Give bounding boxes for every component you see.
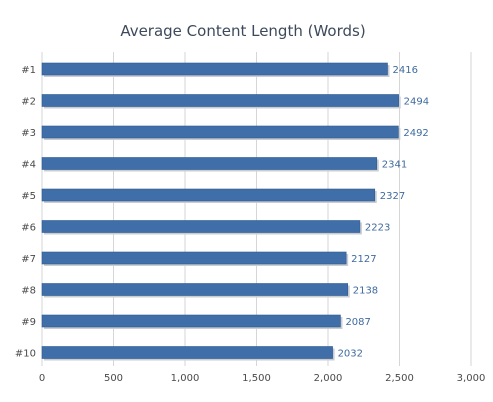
data-label: 2087 xyxy=(345,317,370,328)
data-label: 2032 xyxy=(338,349,363,360)
category-label: #1 xyxy=(21,65,36,76)
bar[interactable] xyxy=(41,251,347,265)
data-label: 2138 xyxy=(353,286,378,297)
x-tick-label: 3,000 xyxy=(457,373,486,384)
category-label: #3 xyxy=(21,128,36,139)
bar[interactable] xyxy=(41,62,388,76)
bar[interactable] xyxy=(41,188,376,202)
data-label: 2127 xyxy=(351,254,376,265)
bar[interactable] xyxy=(41,157,378,170)
x-tick-label: 0 xyxy=(39,373,45,384)
data-label: 2492 xyxy=(403,128,428,139)
bar[interactable] xyxy=(41,314,341,328)
data-label: 2327 xyxy=(380,191,405,202)
bars-layer xyxy=(41,62,401,361)
data-label: 2223 xyxy=(365,223,390,234)
category-label: #9 xyxy=(21,317,36,328)
category-label: #10 xyxy=(15,349,36,360)
data-label: 2494 xyxy=(404,97,429,108)
bar[interactable] xyxy=(41,220,361,233)
labels-layer: 0 500 1,000 1,500 2,000 2,500 3,000 #1 2416 #2 249… xyxy=(15,65,485,384)
bar[interactable] xyxy=(41,283,349,296)
data-label: 2416 xyxy=(392,65,417,76)
bar[interactable] xyxy=(41,125,399,139)
data-label: 2341 xyxy=(382,160,407,171)
x-tick-label: 2,500 xyxy=(385,373,414,384)
x-tick-label: 1,500 xyxy=(242,373,271,384)
bar[interactable] xyxy=(41,94,399,107)
category-label: #7 xyxy=(21,254,36,265)
category-label: #8 xyxy=(21,286,36,297)
category-label: #2 xyxy=(21,97,36,108)
chart-title: Average Content Length (Words) xyxy=(120,22,365,40)
x-tick-label: 1,000 xyxy=(171,373,200,384)
category-label: #4 xyxy=(21,160,36,171)
category-label: #6 xyxy=(21,223,36,234)
bar[interactable] xyxy=(41,346,333,359)
x-tick-label: 2,000 xyxy=(314,373,343,384)
x-tick-label: 500 xyxy=(104,373,123,384)
category-label: #5 xyxy=(21,191,36,202)
